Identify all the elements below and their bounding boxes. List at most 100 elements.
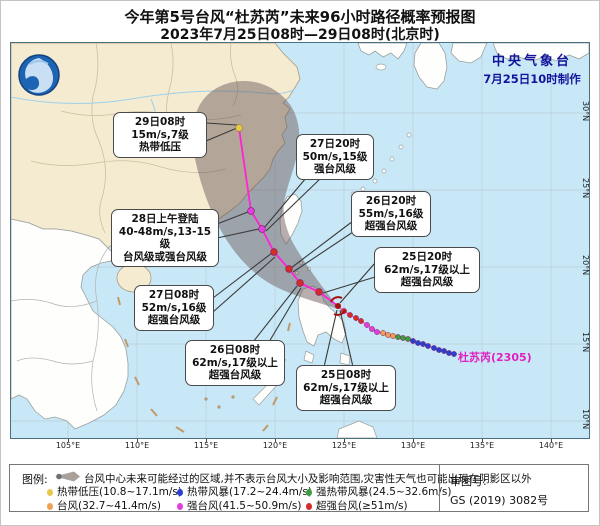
legend-item-tropical-depression: 热带低压(10.8~17.1m/s) [47,484,182,499]
callout-category: 超强台风级 [208,369,262,381]
map-canvas [11,43,589,438]
legend-label: 热带低压(10.8~17.1m/s) [57,486,182,498]
agency-block: 中央气象台 7月25日10时制作 [469,50,595,87]
callout-time: 25日08时 [320,369,372,381]
indochina-landmass [11,218,129,430]
legend-label: 热带风暴(17.2~24.4m/s) [187,486,312,498]
callout-wind: 62m/s,17级以上 [192,356,278,369]
tropical-depression-dot-icon [47,489,53,496]
legend-item-severe-tropical-storm: 强热带风暴(24.5~32.6m/s) [306,484,452,499]
map-area [10,42,590,439]
forecast-cone [192,81,338,309]
callout-leader-lines [205,122,376,368]
y-axis-label: 25°N [581,178,590,199]
shikoku-island [450,43,488,64]
tropical-storm-dot-icon [177,489,183,496]
forecast-callout-27d20h: 27日20时 50m/s,15级 强台风级 [296,134,374,180]
x-tick [551,439,552,442]
callout-category: 超强台风级 [319,394,373,406]
callout-wind: 50m/s,15级 [302,150,368,163]
forecast-callout-26d20h: 26日20时 55m/s,16级 超强台风级 [351,191,431,237]
cone-icon [55,471,80,482]
y-axis-label: 10°N [581,409,590,430]
forecast-callout-25d20h: 25日20时 62m/s,17级以上 超强台风级 [374,247,480,293]
x-axis-label: 105°E [55,441,81,450]
severe-typhoon-dot-icon [177,503,183,510]
jeju-island [375,63,387,71]
x-axis-label: 135°E [469,441,495,450]
legend-item-typhoon: 台风(32.7~41.4m/s) [47,498,161,513]
callout-wind: 55m/s,16级 [358,207,424,220]
kyushu-island [413,43,448,90]
agency-issue-time: 7月25日10时制作 [483,72,581,86]
cone-note: 台风中心未来可能经过的区域,并不表示台风大小及影响范围,灾害性天气也可能出现在阴… [84,473,532,485]
severe-tropical-storm-dot-icon [306,489,312,496]
typhoon-symbol [330,296,346,316]
callout-time: 27日20时 [309,138,361,150]
agency-name: 中央气象台 [491,54,572,69]
super-typhoon-dot-icon [306,503,312,510]
legend-item-super-typhoon: 超强台风(≥51m/s) [306,498,408,513]
callout-category: 台风级或强台风级 [123,250,207,263]
x-axis-label: 110°E [124,441,150,450]
callout-time: 28日上午登陆 [131,213,199,225]
typhoon-name-label: 杜苏芮(2305) [458,351,532,364]
x-tick [413,439,414,442]
cma-logo [18,54,60,96]
x-tick [275,439,276,442]
honshu-island [492,43,589,62]
legend-item-tropical-storm: 热带风暴(17.2~24.4m/s) [177,484,312,499]
forecast-callout-25d08h: 25日08时 62m/s,17级以上 超强台风级 [296,365,396,411]
legend-label: 台风(32.7~41.4m/s) [57,500,161,512]
x-tick [68,439,69,442]
callout-time: 25日20时 [401,251,453,263]
callout-time: 26日20时 [365,195,417,207]
x-tick [482,439,483,442]
x-axis-label: 120°E [262,441,288,450]
forecast-callout-26d08h: 26日08时 62m/s,17级以上 超强台风级 [185,340,285,386]
callout-category: 超强台风级 [400,276,454,288]
forecast-callout-27d08h: 27日08时 52m/s,16级 超强台风级 [134,285,214,331]
legend-box: 图例: 台风中心未来可能经过的区域,并不表示台风大小及影响范围,灾害性天气也可能… [9,464,589,512]
x-axis-label: 130°E [400,441,426,450]
y-axis-label: 30°N [581,101,590,122]
approval-number: GS (2019) 3082号 [450,494,549,507]
x-axis-label: 140°E [538,441,564,450]
callout-category: 热带低压 [139,141,181,153]
approval-label: 审图号: [450,475,487,488]
historical-track [337,305,455,355]
y-axis-label: 20°N [581,255,590,276]
y-axis-label: 15°N [581,332,590,353]
indochina-borders [11,247,109,412]
forecast-callout-28d-landfall: 28日上午登陆 40-48m/s,13-15级 台风级或强台风级 [111,209,219,267]
page-title: 今年第5号台风“杜苏芮”未来96小时路径概率预报图 [124,8,476,26]
callout-wind: 62m/s,17级以上 [303,381,389,394]
legend-label: 超强台风(≥51m/s) [316,500,408,512]
page-subtitle: 2023年7月25日08时—29日08时(北京时) [160,27,440,43]
x-tick [206,439,207,442]
forecast-track-points [235,124,323,296]
callout-wind: 62m/s,17级以上 [384,263,470,276]
callout-wind: 15m/s,7级 [131,128,189,141]
legend-label: 强热带风暴(24.5~32.6m/s) [316,486,452,498]
x-tick [344,439,345,442]
callout-time: 27日08时 [148,289,200,301]
typhoon-dot-icon [47,503,53,510]
callout-time: 26日08时 [209,344,261,356]
callout-time: 29日08时 [134,116,186,128]
luzon-island [297,285,347,347]
legend-title: 图例: [22,473,48,486]
korea-peninsula [357,43,408,60]
callout-wind: 40-48m/s,13-15级 [118,225,212,251]
legend-divider [439,465,440,511]
legend-item-severe-typhoon: 强台风(41.5~50.9m/s) [177,498,302,513]
x-tick [137,439,138,442]
forecast-callout-29d08h: 29日08时 15m/s,7级 热带低压 [113,112,207,158]
historical-track-points [341,308,457,357]
legend-label: 强台风(41.5~50.9m/s) [187,500,302,512]
x-axis-label: 125°E [331,441,357,450]
callout-wind: 52m/s,16级 [141,301,207,314]
callout-category: 超强台风级 [364,220,418,232]
callout-category: 超强台风级 [147,314,201,326]
